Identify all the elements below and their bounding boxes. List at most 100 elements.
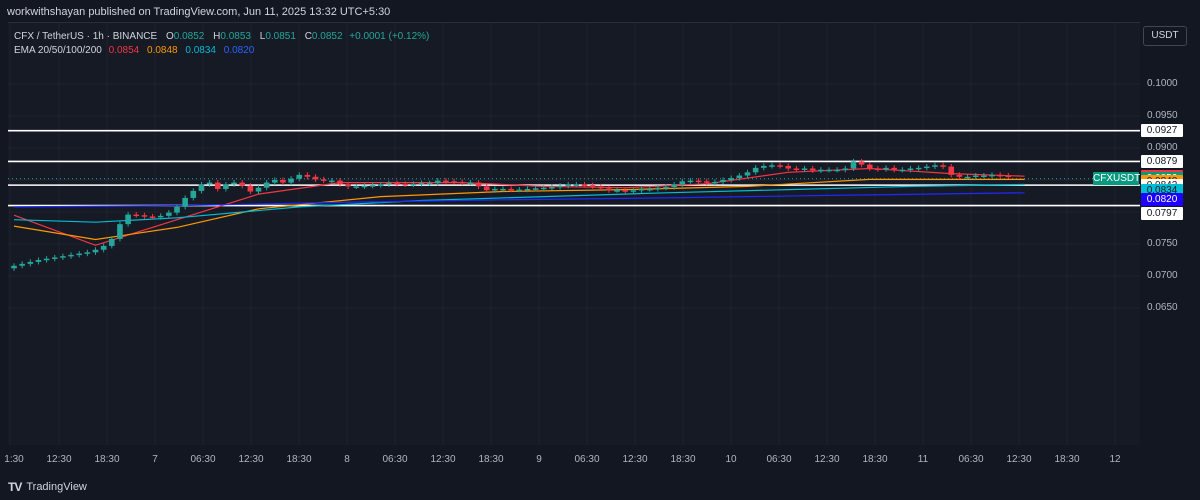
time-tick-label: 12:30	[430, 454, 456, 465]
time-tick-label: 12:30	[238, 454, 264, 465]
time-tick-label: 10	[725, 454, 737, 465]
candle-body	[924, 166, 930, 169]
candle-body	[117, 224, 123, 239]
price-tick-label: 0.0700	[1147, 270, 1178, 281]
time-tick-label: 12:30	[814, 454, 840, 465]
candle-body	[263, 182, 270, 188]
candle-body	[826, 169, 832, 172]
candle-body	[834, 169, 840, 172]
candle-body	[932, 165, 938, 167]
candle-body	[329, 180, 335, 183]
candle-body	[744, 172, 751, 176]
time-axis[interactable]	[0, 445, 1200, 470]
ema-line	[13, 178, 1025, 241]
candle-body	[875, 168, 881, 170]
candle-body	[679, 181, 686, 185]
candle-body	[435, 180, 441, 184]
time-tick-label: 12:30	[46, 454, 72, 465]
candle-body	[133, 214, 140, 217]
candle-body	[320, 179, 327, 181]
symbol-label[interactable]: CFX / TetherUS · 1h · BINANCE	[14, 31, 158, 42]
time-tick-label: 18:30	[94, 454, 120, 465]
candle-body	[255, 187, 262, 192]
close-value: 0.0852	[311, 31, 343, 42]
candle-body	[948, 166, 955, 175]
candle-body	[19, 263, 25, 266]
tradingview-logo-icon: TV	[8, 480, 22, 494]
candle-body	[793, 168, 800, 170]
candle-body	[524, 188, 531, 191]
price-level-box: 0.0927	[1141, 124, 1183, 138]
candle-body	[345, 184, 351, 187]
candle-body	[68, 254, 74, 257]
candle-body	[149, 216, 156, 218]
price-level-box: 0.0797	[1141, 207, 1183, 221]
price-level-box: 0.0820	[1141, 192, 1183, 206]
time-tick-label: 12	[1109, 454, 1121, 465]
candle-body	[728, 178, 734, 180]
candle-body	[630, 190, 637, 192]
change-value: +0.0001 (+0.12%)	[349, 31, 430, 42]
candle-body	[483, 186, 490, 191]
candle-body	[304, 174, 311, 177]
candle-body	[272, 180, 278, 183]
candle-body	[223, 184, 229, 189]
candle-body	[671, 184, 677, 188]
candle-body	[622, 190, 629, 192]
tradingview-logo[interactable]: TV TradingView	[8, 480, 87, 494]
candle-body	[769, 165, 775, 167]
time-tick-label: 8	[344, 454, 350, 465]
candle-body	[231, 182, 237, 185]
candle-body	[377, 184, 384, 186]
price-tick-label: 0.0950	[1147, 110, 1178, 121]
candle-body	[540, 187, 547, 190]
ema-line	[13, 183, 1025, 223]
candle-body	[508, 188, 514, 191]
candle-body	[239, 182, 245, 186]
price-tick-label: 0.0650	[1147, 302, 1178, 313]
candle-body	[92, 249, 99, 253]
time-tick-label: 18:30	[1054, 454, 1080, 465]
price-tick-label: 0.0900	[1147, 142, 1178, 153]
candle-body	[818, 169, 824, 172]
time-tick-label: 18:30	[478, 454, 504, 465]
candle-body	[190, 190, 197, 198]
candle-body	[777, 165, 783, 167]
candle-body	[989, 174, 995, 177]
candle-body	[663, 187, 669, 189]
ema200-value: 0.0820	[223, 45, 255, 56]
candle-body	[280, 180, 286, 183]
candle-body	[573, 184, 580, 186]
candle-body	[11, 265, 17, 269]
candle-body	[801, 168, 808, 170]
candle-body	[956, 174, 963, 177]
symbol-legend: CFX / TetherUS · 1h · BINANCE O0.0852 H0…	[14, 30, 429, 44]
candle-body	[475, 182, 482, 187]
candle-body	[337, 180, 343, 185]
candle-body	[638, 188, 645, 191]
ema-line	[13, 192, 1025, 208]
candle-body	[353, 186, 360, 188]
candle-body	[883, 167, 889, 170]
candle-body	[60, 256, 66, 258]
currency-button[interactable]: USDT	[1143, 26, 1187, 46]
open-value: 0.0852	[173, 31, 205, 42]
candle-body	[312, 176, 319, 180]
candle-body	[51, 257, 58, 259]
candle-body	[369, 185, 376, 187]
low-label: L	[259, 31, 266, 42]
chart-canvas[interactable]	[8, 22, 1140, 446]
candle-body	[752, 167, 759, 173]
candle-body	[581, 184, 588, 186]
candle-body	[850, 161, 857, 169]
candle-body	[712, 181, 718, 184]
candle-body	[43, 258, 50, 261]
candle-body	[459, 181, 466, 184]
ema20-value: 0.0854	[108, 45, 140, 56]
ema-label[interactable]: EMA 20/50/100/200	[14, 45, 102, 56]
time-tick-label: 06:30	[190, 454, 216, 465]
candle-body	[198, 184, 205, 191]
candle-body	[84, 252, 91, 254]
symbol-price-tag: CFXUSDT	[1093, 172, 1141, 186]
